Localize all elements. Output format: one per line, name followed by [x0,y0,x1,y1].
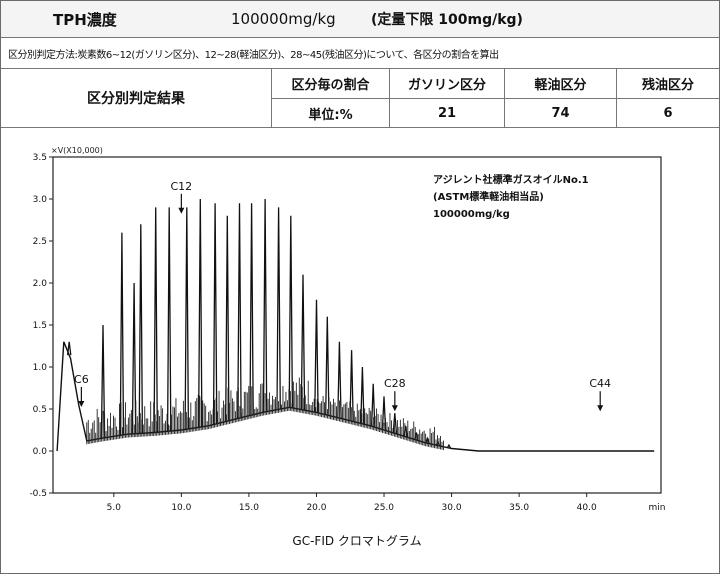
legend-line: 100000mg/kg [433,209,510,220]
y-tick-label: 0.5 [33,405,47,415]
gasoline-header: ガソリン区分 [407,78,486,93]
y-tick-label: 0.0 [33,447,48,457]
quant-limit: (定量下限 100mg/kg) [371,12,523,28]
carbon-marker-arrowhead [597,405,604,412]
chromatogram-peak [153,207,158,433]
y-axis-label: ×V(X10,000) [51,146,103,155]
carbon-marker-label: C44 [589,377,611,390]
divider [389,68,390,127]
chromatogram-peak [166,207,172,432]
chromatogram-peak [360,366,365,424]
chromatogram-peak [100,324,106,439]
x-tick-label: 5.0 [107,503,122,513]
ratio-header: 区分毎の割合 [291,78,370,93]
divider [1,127,719,128]
result-label: 区分別判定結果 [87,91,185,107]
chromatogram-peak [237,203,242,419]
carbon-marker-label: C12 [171,180,193,193]
carbon-marker-label: C28 [384,377,406,390]
tph-value: 100000mg/kg [231,10,336,28]
chart-title: GC-FID クロマトグラム [292,534,421,548]
x-tick-label: 10.0 [171,503,191,513]
y-tick-label: 2.5 [33,237,47,247]
divider [271,68,272,127]
y-tick-label: 2.0 [33,279,48,289]
x-tick-label: 30.0 [442,503,462,513]
tph-row [1,1,719,37]
chromatogram-peak [300,274,306,410]
plot-frame [52,156,662,494]
residue-header: 残油区分 [641,78,694,93]
method-note: 区分別判定方法:炭素数6~12(ガソリン区分)、12~28(軽油区分)、28~4… [8,49,499,61]
x-tick-label: 15.0 [239,503,259,513]
chromatogram-peak [131,282,137,434]
gasoline-value: 21 [437,105,457,121]
chromatogram-peak [325,316,330,416]
chromatogram-peak [119,232,125,436]
diesel-value: 74 [551,105,570,121]
chromatogram-peak [212,203,218,425]
chromatogram-peak [288,215,294,408]
x-axis-unit: min [649,503,666,513]
chromatogram-peak [314,299,319,413]
chromatogram-peak [337,341,342,419]
y-tick-label: -0.5 [29,489,47,499]
chromatogram-peak [276,207,281,410]
carbon-marker-label: C6 [74,373,89,386]
chromatogram-chart: ×V(X10,000) -0.5 0.0 0.5 1.0 1.5 2.0 2.5 3.0 3.5… [29,146,666,548]
x-tick-label: 35.0 [509,503,529,513]
y-tick-label: 3.0 [33,195,48,205]
chromatogram-peak [370,383,376,427]
residue-value: 6 [663,105,673,121]
chromatogram-peak [392,413,398,434]
chromatogram-peak [197,198,203,428]
x-tick-label: 25.0 [374,503,394,513]
divider [616,68,617,127]
legend-line: (ASTM標準軽油相当品) [433,190,544,203]
x-tick-label: 40.0 [577,503,597,513]
chromatogram-peak [446,443,452,449]
unit-label: 単位:% [308,107,353,123]
y-tick-label: 1.5 [33,321,47,331]
chromatogram-peak [66,341,72,356]
divider [504,68,505,127]
y-tick-label: 3.5 [33,153,47,163]
carbon-marker-arrowhead [178,207,185,214]
divider [271,98,719,99]
divider [1,68,719,69]
carbon-marker-arrowhead [78,401,85,407]
chromatogram-peak [249,203,254,416]
chromatogram-peak [184,207,190,430]
chromatogram-peak [262,198,268,412]
chromatogram-peak [225,215,230,422]
carbon-marker-arrowhead [391,405,398,412]
diesel-header: 軽油区分 [534,78,587,93]
y-tick-label: 1.0 [33,363,48,373]
x-tick-label: 20.0 [306,503,326,513]
tph-label: TPH濃度 [53,10,117,29]
divider [1,37,719,38]
chromatogram-peak [349,350,354,422]
chromatogram-peak [138,224,144,434]
legend-line: アジレント社標準ガスオイルNo.1 [433,173,589,186]
